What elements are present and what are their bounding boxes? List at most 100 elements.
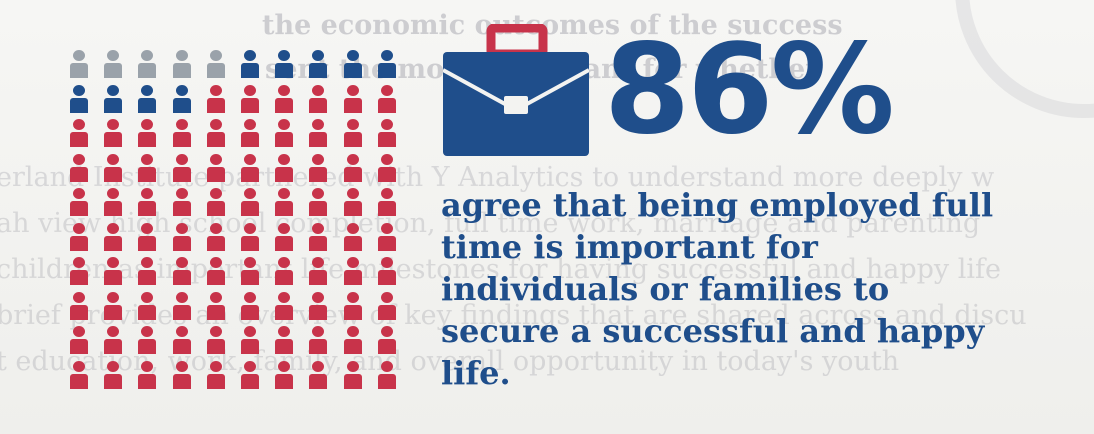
person-icon <box>273 257 295 285</box>
person-icon <box>136 119 158 147</box>
person-icon <box>307 84 329 113</box>
person-icon <box>342 326 364 354</box>
person-icon <box>205 84 227 113</box>
person-icon <box>136 50 158 78</box>
person-icon <box>273 188 295 216</box>
person-icon <box>136 360 158 389</box>
person-icon <box>205 326 227 354</box>
person-icon <box>376 84 398 113</box>
person-icon <box>68 326 90 354</box>
person-icon <box>205 50 227 78</box>
person-icon <box>342 84 364 113</box>
person-icon <box>376 188 398 216</box>
person-icon <box>273 84 295 113</box>
person-icon <box>171 291 193 320</box>
background-circle-decoration <box>955 0 1094 118</box>
briefcase-icon <box>443 24 589 156</box>
person-icon <box>171 360 193 389</box>
person-icon <box>239 84 261 113</box>
person-icon <box>68 257 90 285</box>
person-icon <box>307 257 329 285</box>
person-icon <box>239 50 261 78</box>
person-icon <box>68 291 90 320</box>
person-icon <box>307 119 329 147</box>
person-icon <box>273 119 295 147</box>
person-icon <box>68 360 90 389</box>
person-icon <box>273 326 295 354</box>
person-icon <box>307 188 329 216</box>
person-icon <box>102 188 124 216</box>
person-icon <box>205 291 227 320</box>
person-icon <box>376 257 398 285</box>
person-icon <box>136 326 158 354</box>
person-icon <box>136 257 158 285</box>
person-icon <box>171 119 193 147</box>
person-icon <box>171 326 193 354</box>
person-icon <box>342 188 364 216</box>
person-icon <box>376 222 398 251</box>
person-icon <box>136 153 158 182</box>
person-icon <box>102 257 124 285</box>
person-icon <box>239 119 261 147</box>
person-icon <box>239 291 261 320</box>
person-icon <box>376 326 398 354</box>
stat-statement: agree that being employed full time is i… <box>441 186 994 392</box>
person-icon <box>239 188 261 216</box>
person-icon <box>171 188 193 216</box>
person-icon <box>239 326 261 354</box>
person-icon <box>376 119 398 147</box>
person-icon <box>239 153 261 182</box>
person-icon <box>273 222 295 251</box>
person-icon <box>273 50 295 78</box>
person-icon <box>171 222 193 251</box>
person-icon <box>239 222 261 251</box>
person-icon <box>136 188 158 216</box>
person-icon <box>342 119 364 147</box>
person-icon <box>205 119 227 147</box>
person-icon <box>68 222 90 251</box>
people-pictogram <box>68 50 408 395</box>
person-icon <box>102 222 124 251</box>
person-icon <box>307 291 329 320</box>
person-icon <box>102 84 124 113</box>
person-icon <box>102 119 124 147</box>
person-icon <box>205 257 227 285</box>
person-icon <box>205 188 227 216</box>
person-icon <box>205 222 227 251</box>
person-icon <box>68 84 90 113</box>
person-icon <box>273 153 295 182</box>
person-icon <box>342 291 364 320</box>
person-icon <box>307 360 329 389</box>
person-icon <box>136 84 158 113</box>
person-icon <box>68 153 90 182</box>
person-icon <box>376 291 398 320</box>
person-icon <box>307 326 329 354</box>
person-icon <box>171 84 193 113</box>
person-icon <box>102 50 124 78</box>
person-icon <box>171 50 193 78</box>
person-icon <box>136 291 158 320</box>
person-icon <box>68 188 90 216</box>
person-icon <box>68 50 90 78</box>
person-icon <box>307 50 329 78</box>
person-icon <box>205 360 227 389</box>
person-icon <box>273 360 295 389</box>
person-icon <box>342 50 364 78</box>
person-icon <box>102 153 124 182</box>
person-icon <box>376 153 398 182</box>
person-icon <box>239 257 261 285</box>
person-icon <box>307 153 329 182</box>
person-icon <box>273 291 295 320</box>
person-icon <box>307 222 329 251</box>
person-icon <box>342 360 364 389</box>
person-icon <box>171 257 193 285</box>
person-icon <box>342 153 364 182</box>
person-icon <box>205 153 227 182</box>
person-icon <box>376 50 398 78</box>
person-icon <box>102 291 124 320</box>
person-icon <box>342 257 364 285</box>
person-icon <box>68 119 90 147</box>
person-icon <box>102 360 124 389</box>
person-icon <box>136 222 158 251</box>
